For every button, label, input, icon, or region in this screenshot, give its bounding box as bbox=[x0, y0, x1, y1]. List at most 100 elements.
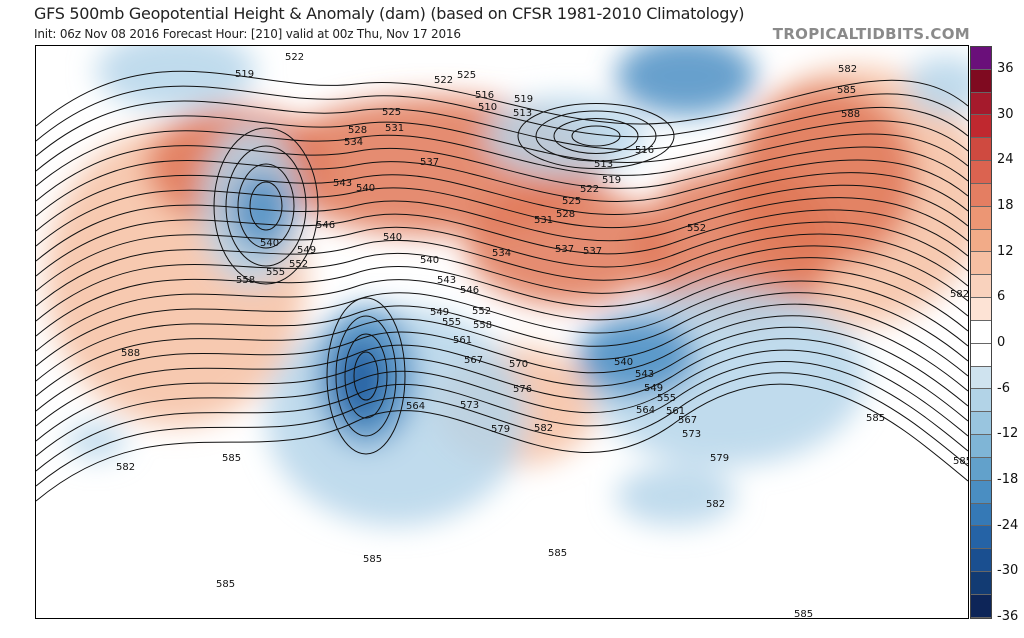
colorbar-segment bbox=[971, 47, 991, 70]
colorbar-segment bbox=[971, 457, 991, 481]
contour-label: 555 bbox=[657, 393, 676, 404]
colorbar-segment bbox=[971, 366, 991, 390]
contour-label: 567 bbox=[464, 355, 483, 366]
colorbar-tick: 36 bbox=[997, 60, 1014, 76]
contour-label: 543 bbox=[437, 275, 456, 286]
anomaly-region bbox=[96, 46, 256, 111]
colorbar-segment bbox=[971, 572, 991, 595]
anomaly-region bbox=[616, 466, 736, 526]
height-contour bbox=[36, 100, 968, 157]
map-panel: 519 522 522 525 516 510 519 513 525 528 531 534 537 5… bbox=[35, 45, 969, 619]
contour-label: 585 bbox=[953, 456, 968, 467]
height-contour bbox=[344, 333, 388, 419]
colorbar-segment bbox=[971, 343, 991, 367]
anomaly-region bbox=[466, 186, 666, 306]
height-contour bbox=[225, 145, 307, 267]
height-contour bbox=[326, 297, 406, 455]
height-contour bbox=[36, 303, 968, 397]
height-contour bbox=[571, 125, 621, 147]
contour-label: 537 bbox=[420, 157, 439, 168]
contour-label: 519 bbox=[602, 175, 621, 186]
contour-label: 582 bbox=[534, 423, 553, 434]
colorbar-segment bbox=[971, 298, 991, 321]
contour-label: 516 bbox=[635, 145, 654, 156]
contour-label: 543 bbox=[333, 178, 352, 189]
colorbar-segment bbox=[971, 252, 991, 276]
colorbar-tick: 0 bbox=[997, 334, 1006, 350]
chart-title: GFS 500mb Geopotential Height & Anomaly … bbox=[34, 4, 745, 23]
contour-label: 552 bbox=[472, 306, 491, 317]
colorbar-segment bbox=[971, 412, 991, 436]
contour-label: 537 bbox=[555, 244, 574, 255]
anomaly-shading bbox=[46, 46, 968, 526]
colorbar-tick: -12 bbox=[997, 426, 1019, 442]
height-contour bbox=[36, 326, 968, 427]
contour-label: 519 bbox=[235, 69, 254, 80]
height-contour bbox=[36, 115, 968, 172]
anomaly-region bbox=[616, 46, 756, 116]
contour-label: 528 bbox=[556, 209, 575, 220]
contour-label: 555 bbox=[266, 267, 285, 278]
height-contour bbox=[36, 338, 968, 442]
height-contour bbox=[249, 181, 283, 231]
contour-label: 588 bbox=[841, 109, 860, 120]
height-contour bbox=[237, 163, 295, 249]
contour-label: 585 bbox=[222, 453, 241, 464]
height-contour bbox=[36, 197, 968, 262]
contour-label: 528 bbox=[348, 125, 367, 136]
height-contour bbox=[36, 292, 968, 382]
height-contour bbox=[36, 245, 968, 322]
colorbar-tick: 6 bbox=[997, 289, 1006, 305]
height-contour bbox=[36, 221, 968, 292]
contour-label: 516 bbox=[475, 90, 494, 101]
contour-label: 546 bbox=[316, 220, 335, 231]
height-contour bbox=[36, 268, 968, 352]
contour-label: 540 bbox=[420, 255, 439, 266]
colorbar-segment bbox=[971, 435, 991, 458]
contour-label: 552 bbox=[687, 223, 706, 234]
colorbar-tick: -6 bbox=[997, 380, 1010, 396]
colorbar-segment bbox=[971, 526, 991, 550]
height-contour bbox=[36, 361, 968, 472]
contour-label: 582 bbox=[706, 499, 725, 510]
contour-label: 531 bbox=[534, 215, 553, 226]
contour-label: 543 bbox=[635, 369, 654, 380]
height-contour bbox=[353, 351, 379, 401]
anomaly-region bbox=[66, 423, 126, 459]
height-contour bbox=[36, 145, 968, 202]
contour-label: 534 bbox=[492, 248, 511, 259]
height-contours bbox=[36, 70, 968, 502]
contour-label: 585 bbox=[794, 609, 813, 618]
contour-label: 537 bbox=[583, 246, 602, 257]
height-contour bbox=[535, 110, 657, 162]
height-contour bbox=[36, 70, 968, 127]
colorbar-tick: 30 bbox=[997, 106, 1014, 122]
anomaly-region bbox=[231, 171, 291, 251]
contour-label: 519 bbox=[514, 94, 533, 105]
colorbar-tick: 18 bbox=[997, 197, 1014, 213]
contour-label: 573 bbox=[682, 429, 701, 440]
colorbar-segment bbox=[971, 206, 991, 230]
contour-label: 525 bbox=[457, 70, 476, 81]
colorbar-segment bbox=[971, 115, 991, 139]
contour-label: 522 bbox=[285, 52, 304, 63]
contour-label: 561 bbox=[666, 406, 685, 417]
contour-label: 564 bbox=[636, 405, 655, 416]
colorbar-segment bbox=[971, 480, 991, 504]
brand-watermark: TROPICALTIDBITS.COM bbox=[772, 25, 970, 43]
contour-label: 534 bbox=[344, 137, 363, 148]
contour-label: 522 bbox=[434, 75, 453, 86]
colorbar-segment bbox=[971, 183, 991, 207]
height-contour bbox=[36, 233, 968, 307]
colorbar-tick: -18 bbox=[997, 471, 1019, 487]
contour-label: 585 bbox=[548, 548, 567, 559]
contour-label: 561 bbox=[453, 335, 472, 346]
contour-label: 585 bbox=[363, 554, 382, 565]
colorbar-segment bbox=[971, 92, 991, 116]
height-contour bbox=[36, 209, 968, 277]
height-contour bbox=[36, 159, 968, 217]
contour-label: 540 bbox=[356, 183, 375, 194]
height-contour bbox=[553, 118, 639, 154]
contour-label: 567 bbox=[678, 415, 697, 426]
